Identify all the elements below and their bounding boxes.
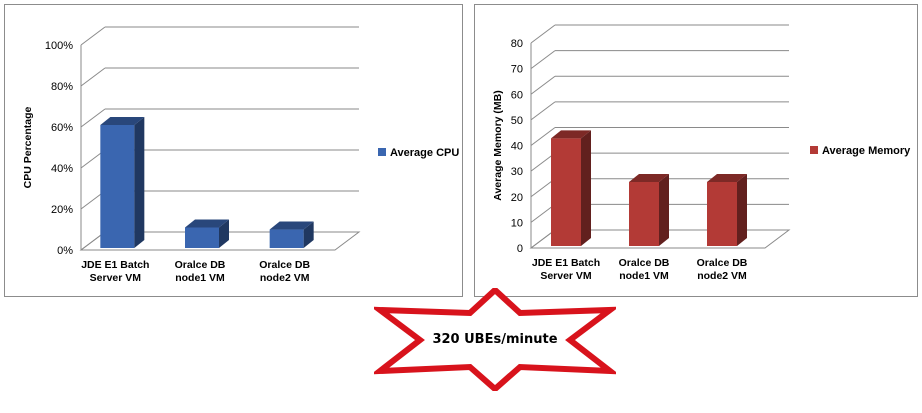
legend-label: Average CPU [390, 147, 459, 159]
bar-side [581, 130, 591, 246]
bar-side [134, 117, 145, 248]
bar-side [659, 173, 669, 246]
y-tick-label: 60 [511, 89, 523, 101]
y-tick-label: 80% [51, 81, 73, 93]
throughput-label: 320 UBEs/minute [432, 332, 558, 347]
bar-front [629, 181, 659, 246]
cpu-chart-panel: 0% 20% 40% 60% 80% 100% JDE E1 Batch Server VM O… [4, 4, 463, 297]
x-category-label: node2 VM [260, 272, 310, 284]
bar-front [100, 125, 135, 248]
y-tick-label: 20 [511, 192, 523, 204]
y-tick-label: 60% [51, 122, 73, 134]
x-category-label: node1 VM [619, 270, 669, 282]
bar [185, 219, 229, 248]
x-category-label: JDE E1 Batch [81, 259, 149, 271]
bar-front [269, 229, 304, 248]
bar [551, 130, 591, 246]
y-axis-label: CPU Percentage [22, 106, 34, 188]
x-category-label: Server VM [90, 272, 142, 284]
bar-front [707, 181, 737, 246]
gridline-side [80, 108, 106, 128]
gridline-side [80, 67, 106, 87]
bar-top [100, 117, 145, 125]
legend-swatch [378, 148, 386, 156]
y-tick-label: 70 [511, 64, 523, 76]
gridline-side [530, 127, 556, 146]
bar-side [737, 173, 747, 246]
bar-top [707, 173, 747, 182]
y-tick-label: 20% [51, 204, 73, 216]
bar [269, 221, 314, 248]
y-tick-label: 50 [511, 115, 523, 127]
x-category-label: Oralce DB [175, 259, 226, 271]
x-category-label: JDE E1 Batch [532, 257, 600, 269]
y-tick-label: 100% [45, 40, 73, 52]
x-category-label: Server VM [540, 270, 592, 282]
x-category-label: node1 VM [175, 272, 225, 284]
bar-top [269, 221, 314, 230]
bar [707, 173, 747, 246]
throughput-callout: 320 UBEs/minute [374, 288, 616, 391]
gridline-side [530, 24, 556, 44]
legend-swatch [810, 146, 818, 154]
bar-front [551, 138, 581, 246]
y-tick-label: 0 [517, 243, 523, 255]
bar-top [551, 130, 591, 139]
y-tick-label: 40 [511, 141, 523, 153]
gridline-side [530, 101, 556, 121]
bar-top [185, 219, 229, 228]
y-tick-label: 80 [511, 38, 523, 50]
x-category-label: node2 VM [697, 270, 747, 282]
bar [100, 117, 145, 248]
y-tick-label: 40% [51, 163, 73, 175]
y-tick-label: 0% [57, 245, 73, 257]
y-axis-label: Average Memory (MB) [492, 90, 504, 200]
bar-top [629, 173, 669, 182]
gridline-side [80, 26, 106, 46]
x-category-label: Oralce DB [619, 257, 670, 269]
legend-label: Average Memory [822, 145, 911, 157]
bar-front [185, 227, 219, 248]
bar-side [219, 219, 229, 248]
bar [629, 173, 669, 246]
star-shape [374, 288, 616, 391]
y-tick-label: 30 [511, 166, 523, 178]
x-category-label: Oralce DB [697, 257, 748, 269]
memory-chart-panel: 0 10 20 30 40 50 60 70 80 JDE E1 Batch Server VM Or… [474, 4, 918, 297]
chart-floor [529, 229, 791, 249]
gridline-side [530, 50, 556, 70]
y-tick-label: 10 [511, 217, 523, 229]
chart-floor [79, 231, 361, 251]
x-category-label: Oralce DB [259, 259, 310, 271]
gridline-side [530, 75, 556, 95]
bar-side [303, 221, 314, 248]
